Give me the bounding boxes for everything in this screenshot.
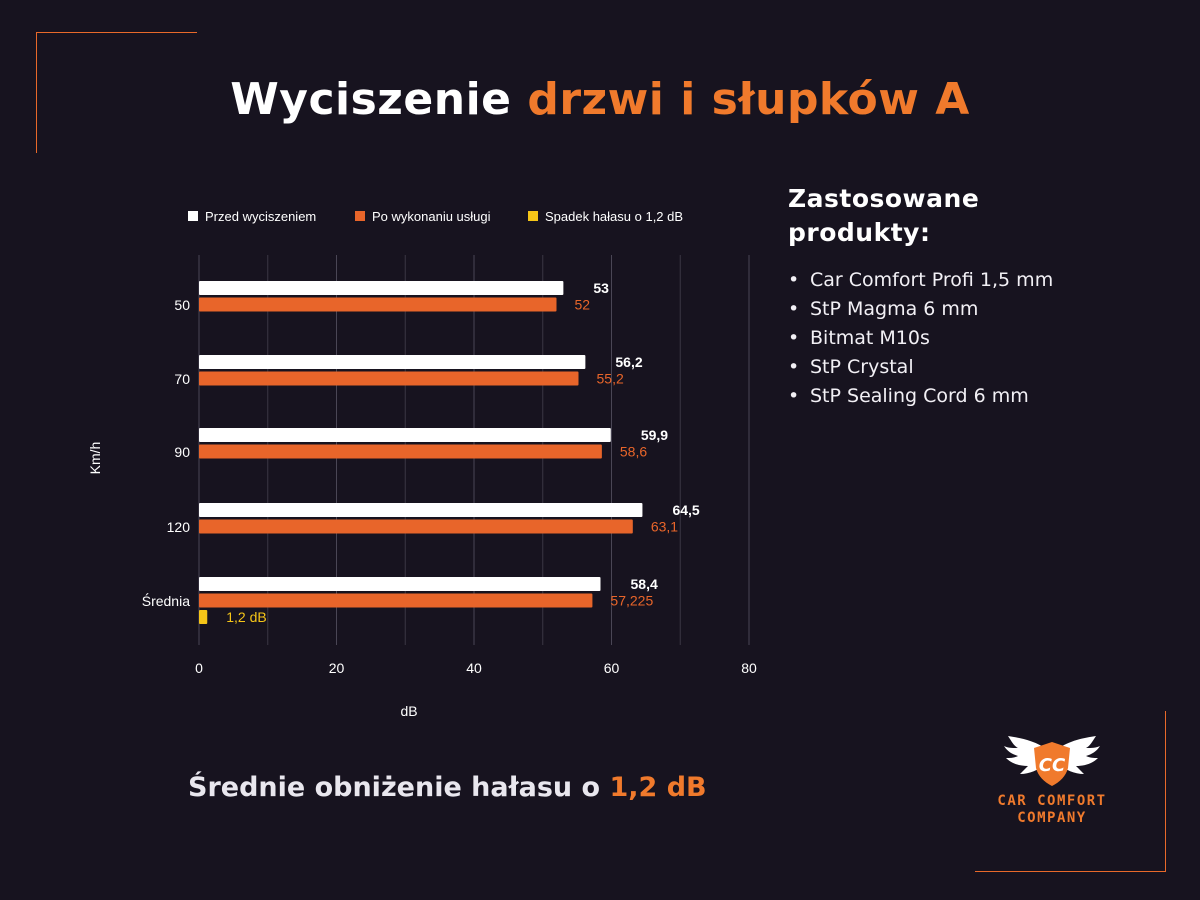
- summary-label: Średnie obniżenie hałasu o: [188, 772, 601, 803]
- legend-swatch: [355, 211, 365, 221]
- title-accent-part: drzwi i słupków A: [527, 74, 970, 125]
- list-item: • Bitmat M10s: [788, 327, 930, 349]
- x-tick-label: 40: [466, 660, 482, 676]
- bar: [199, 428, 611, 442]
- data-label: 63,1: [651, 519, 678, 535]
- summary-text: Średnie obniżenie hałasu o 1,2 dB: [188, 772, 707, 803]
- product-name: Bitmat M10s: [810, 327, 930, 349]
- data-label: 55,2: [597, 371, 624, 387]
- data-label: 52: [575, 297, 591, 313]
- y-tick-label: 120: [167, 519, 191, 535]
- bar: [199, 444, 602, 459]
- bar: [199, 519, 633, 534]
- data-label: 57,225: [610, 593, 653, 609]
- products-panel: Zastosowane produkty: • Car Comfort Profi…: [788, 182, 1168, 411]
- products-heading-line2: produkty:: [788, 218, 931, 247]
- product-name: StP Magma 6 mm: [810, 298, 979, 320]
- product-name: Car Comfort Profi 1,5 mm: [810, 269, 1054, 291]
- products-list: • Car Comfort Profi 1,5 mm • StP Magma 6 m…: [788, 266, 1168, 411]
- x-tick-label: 60: [604, 660, 620, 676]
- legend-label: Przed wyciszeniem: [205, 209, 316, 224]
- data-label: 1,2 dB: [226, 609, 266, 625]
- x-tick-label: 80: [741, 660, 757, 676]
- data-label: 53: [593, 280, 609, 296]
- bar: [199, 297, 557, 312]
- legend-label: Po wykonaniu usługi: [372, 209, 491, 224]
- products-heading: Zastosowane produkty:: [788, 182, 1168, 250]
- bar: [199, 503, 643, 517]
- y-tick-label: 70: [174, 371, 190, 387]
- logo-text-line1: CAR COMFORT: [997, 793, 1107, 809]
- x-tick-label: 20: [329, 660, 345, 676]
- list-item: • StP Magma 6 mm: [788, 298, 979, 320]
- product-name: StP Crystal: [810, 356, 914, 378]
- data-label: 64,5: [672, 502, 699, 518]
- decorative-corner-bottom-right: [975, 711, 1166, 872]
- data-label: 58,4: [631, 576, 658, 592]
- logo-initials: CC: [1039, 755, 1066, 776]
- products-heading-line1: Zastosowane: [788, 184, 980, 213]
- y-axis-label: Km/h: [87, 442, 103, 475]
- logo-text-line2: COMPANY: [1017, 810, 1087, 826]
- bar: [199, 610, 208, 624]
- data-label: 58,6: [620, 444, 647, 460]
- data-label: 56,2: [615, 354, 642, 370]
- bar-chart: 0 20 40 60 80 dB Km/h Przed wyciszeniem Po wykon…: [87, 209, 757, 719]
- title-white-part: Wyciszenie: [230, 74, 512, 125]
- bar: [199, 577, 601, 591]
- summary-value: 1,2 dB: [609, 772, 707, 803]
- legend-swatch: [188, 211, 198, 221]
- legend-label: Spadek hałasu o 1,2 dB: [545, 209, 683, 224]
- list-item: • Car Comfort Profi 1,5 mm: [788, 269, 1054, 291]
- x-tick-label: 0: [195, 660, 203, 676]
- bar: [199, 355, 586, 369]
- decorative-corner-top-left: [36, 32, 197, 153]
- winged-shield-icon: CC: [1004, 736, 1100, 786]
- list-item: • StP Crystal: [788, 356, 914, 378]
- company-logo: CC CAR COMFORT COMPANY: [968, 736, 1136, 827]
- bar: [199, 593, 593, 608]
- legend-swatch: [528, 211, 538, 221]
- y-tick-label: 50: [174, 297, 190, 313]
- product-name: StP Sealing Cord 6 mm: [810, 385, 1029, 407]
- y-tick-label: 90: [174, 444, 190, 460]
- list-item: • StP Sealing Cord 6 mm: [788, 385, 1029, 407]
- page-title: Wyciszenie drzwi i słupków A: [0, 74, 1200, 125]
- bar: [199, 371, 579, 386]
- x-axis-label: dB: [400, 703, 417, 719]
- data-label: 59,9: [641, 427, 668, 443]
- y-tick-label: Średnia: [142, 592, 190, 609]
- bar: [199, 281, 564, 295]
